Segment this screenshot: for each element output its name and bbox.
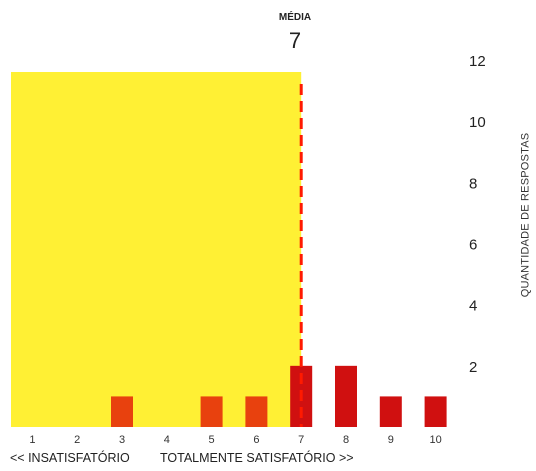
x-tick-label-1: 1 <box>29 434 35 446</box>
x-axis-label-left: << INSATISFATÓRIO <box>10 451 130 465</box>
x-tick-label-8: 8 <box>343 434 349 446</box>
y-axis-label: QUANTIDADE DE RESPOSTAS <box>519 132 532 298</box>
bar-5 <box>200 396 223 427</box>
x-tick-label-10: 10 <box>429 434 441 446</box>
bar-3 <box>111 396 133 427</box>
y-tick-label-2: 2 <box>469 359 477 376</box>
y-tick-label-8: 8 <box>469 175 477 192</box>
x-tick-label-5: 5 <box>209 434 215 446</box>
x-tick-label-4: 4 <box>164 434 170 446</box>
x-tick-label-2: 2 <box>74 434 80 446</box>
y-axis-label-wrap: QUANTIDADE DE RESPOSTAS <box>505 50 536 380</box>
x-tick-label-3: 3 <box>119 434 125 446</box>
x-tick-label-6: 6 <box>253 434 259 446</box>
y-tick-label-12: 12 <box>469 53 486 70</box>
mean-value: 7 <box>288 28 302 53</box>
y-tick-label-6: 6 <box>469 237 477 254</box>
x-axis-label-right: TOTALMENTE SATISFATÓRIO >> <box>160 451 354 465</box>
highlight-area <box>11 72 302 427</box>
bar-6 <box>245 396 268 427</box>
x-tick-label-9: 9 <box>388 434 394 446</box>
bar-8 <box>335 365 357 427</box>
y-tick-label-10: 10 <box>469 114 486 131</box>
bar-10 <box>424 396 447 427</box>
bar-9 <box>379 396 402 427</box>
x-tick-label-7: 7 <box>298 434 304 446</box>
mean-label: MÉDIA <box>278 12 312 23</box>
y-tick-label-4: 4 <box>469 298 477 315</box>
